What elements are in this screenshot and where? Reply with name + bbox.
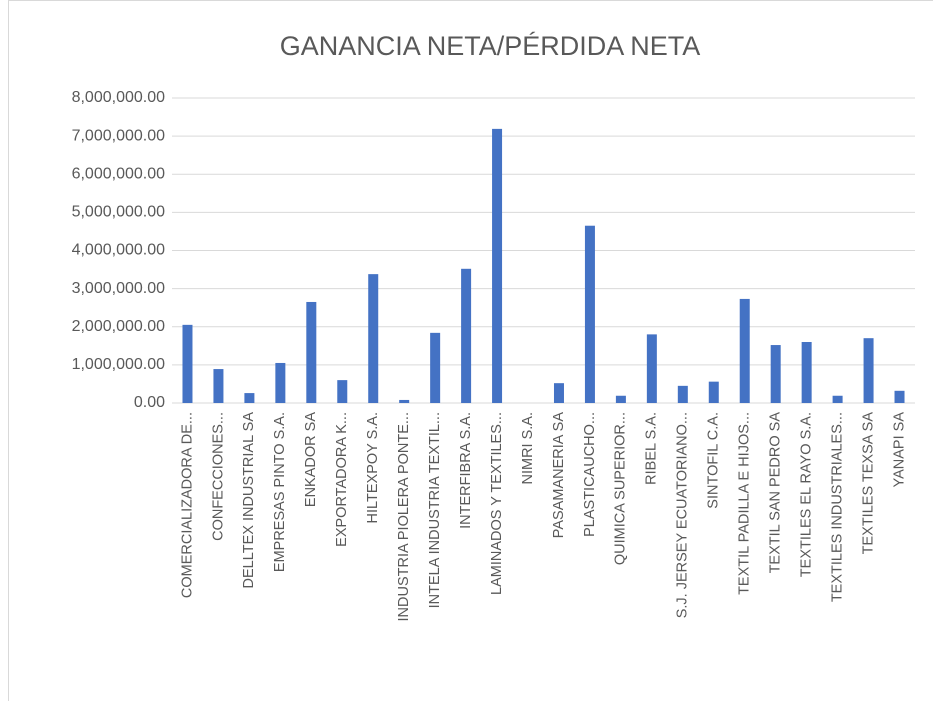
y-tick-label: 0.00 — [134, 394, 165, 411]
bar — [832, 395, 843, 403]
x-tick-label: CONFECCIONES... — [210, 412, 226, 541]
x-tick-label: INTERFIBRA S.A. — [458, 412, 474, 529]
bar — [615, 395, 626, 403]
bar — [553, 383, 564, 403]
x-tick-label: EXPORTADORA K... — [334, 412, 350, 547]
x-tick-label: QUIMICA SUPERIOR... — [613, 412, 629, 565]
x-tick-label: INTELA INDUSTRIA TEXTIL... — [427, 412, 443, 608]
bar — [461, 268, 472, 403]
y-tick-label: 5,000,000.00 — [72, 204, 166, 221]
y-tick-label: 7,000,000.00 — [72, 127, 166, 144]
bar — [801, 342, 812, 403]
bar — [646, 334, 657, 403]
bar — [863, 338, 874, 403]
bar — [677, 385, 688, 403]
bar — [337, 380, 348, 403]
x-tick-label: EMPRESAS PINTO S.A. — [272, 412, 288, 572]
bar — [182, 324, 193, 403]
bar — [739, 298, 750, 403]
bar — [430, 332, 441, 403]
chart-border — [8, 0, 933, 701]
x-tick-label: NIMRI S.A. — [520, 412, 536, 485]
y-tick-label: 4,000,000.00 — [72, 242, 166, 259]
x-tick-label: PASAMANERIA SA — [551, 412, 567, 539]
x-tick-label: S.J. JERSEY ECUATORIANO... — [675, 412, 691, 618]
y-tick-label: 6,000,000.00 — [72, 165, 166, 182]
x-tick-label: DELLTEX INDUSTRIAL SA — [241, 412, 257, 589]
bar — [894, 390, 905, 403]
x-tick-label: YANAPI SA — [891, 412, 907, 488]
y-tick-label: 1,000,000.00 — [72, 356, 166, 373]
y-tick-label: 2,000,000.00 — [72, 318, 166, 335]
x-tick-label: PLASTICAUCHO... — [582, 412, 598, 537]
x-tick-label: ENKADOR SA — [303, 412, 319, 507]
bar — [244, 393, 255, 403]
bar — [492, 128, 503, 403]
x-tick-label: COMERCIALIZADORA DE... — [179, 412, 195, 598]
x-tick-label: LAMINADOS Y TEXTILES... — [489, 412, 505, 595]
bar — [770, 345, 781, 403]
x-tick-label: TEXTILES TEXSA SA — [860, 412, 876, 555]
x-tick-label: SINTOFIL C.A. — [706, 412, 722, 509]
bar — [306, 301, 317, 403]
y-tick-label: 3,000,000.00 — [72, 280, 166, 297]
y-tick-label: 8,000,000.00 — [72, 89, 166, 106]
bar — [368, 274, 379, 403]
x-tick-label: RIBEL S.A. — [644, 412, 660, 485]
bar — [584, 225, 595, 403]
x-tick-label: TEXTIL PADILLA E HIJOS... — [737, 412, 753, 595]
chart-title: GANANCIA NETA/PÉRDIDA NETA — [280, 31, 701, 61]
x-tick-label: TEXTILES EL RAYO S.A. — [798, 412, 814, 577]
bar — [213, 369, 224, 403]
x-tick-label: TEXTIL SAN PEDRO SA — [768, 412, 784, 574]
x-tick-label: INDUSTRIA PIOLERA PONTE... — [396, 412, 412, 622]
x-tick-label: HILTEXPOY S.A. — [365, 412, 381, 523]
x-tick-label: TEXTILES INDUSTRIALES... — [829, 412, 845, 602]
bar — [708, 381, 719, 403]
bar — [275, 362, 286, 403]
bar — [399, 399, 410, 403]
